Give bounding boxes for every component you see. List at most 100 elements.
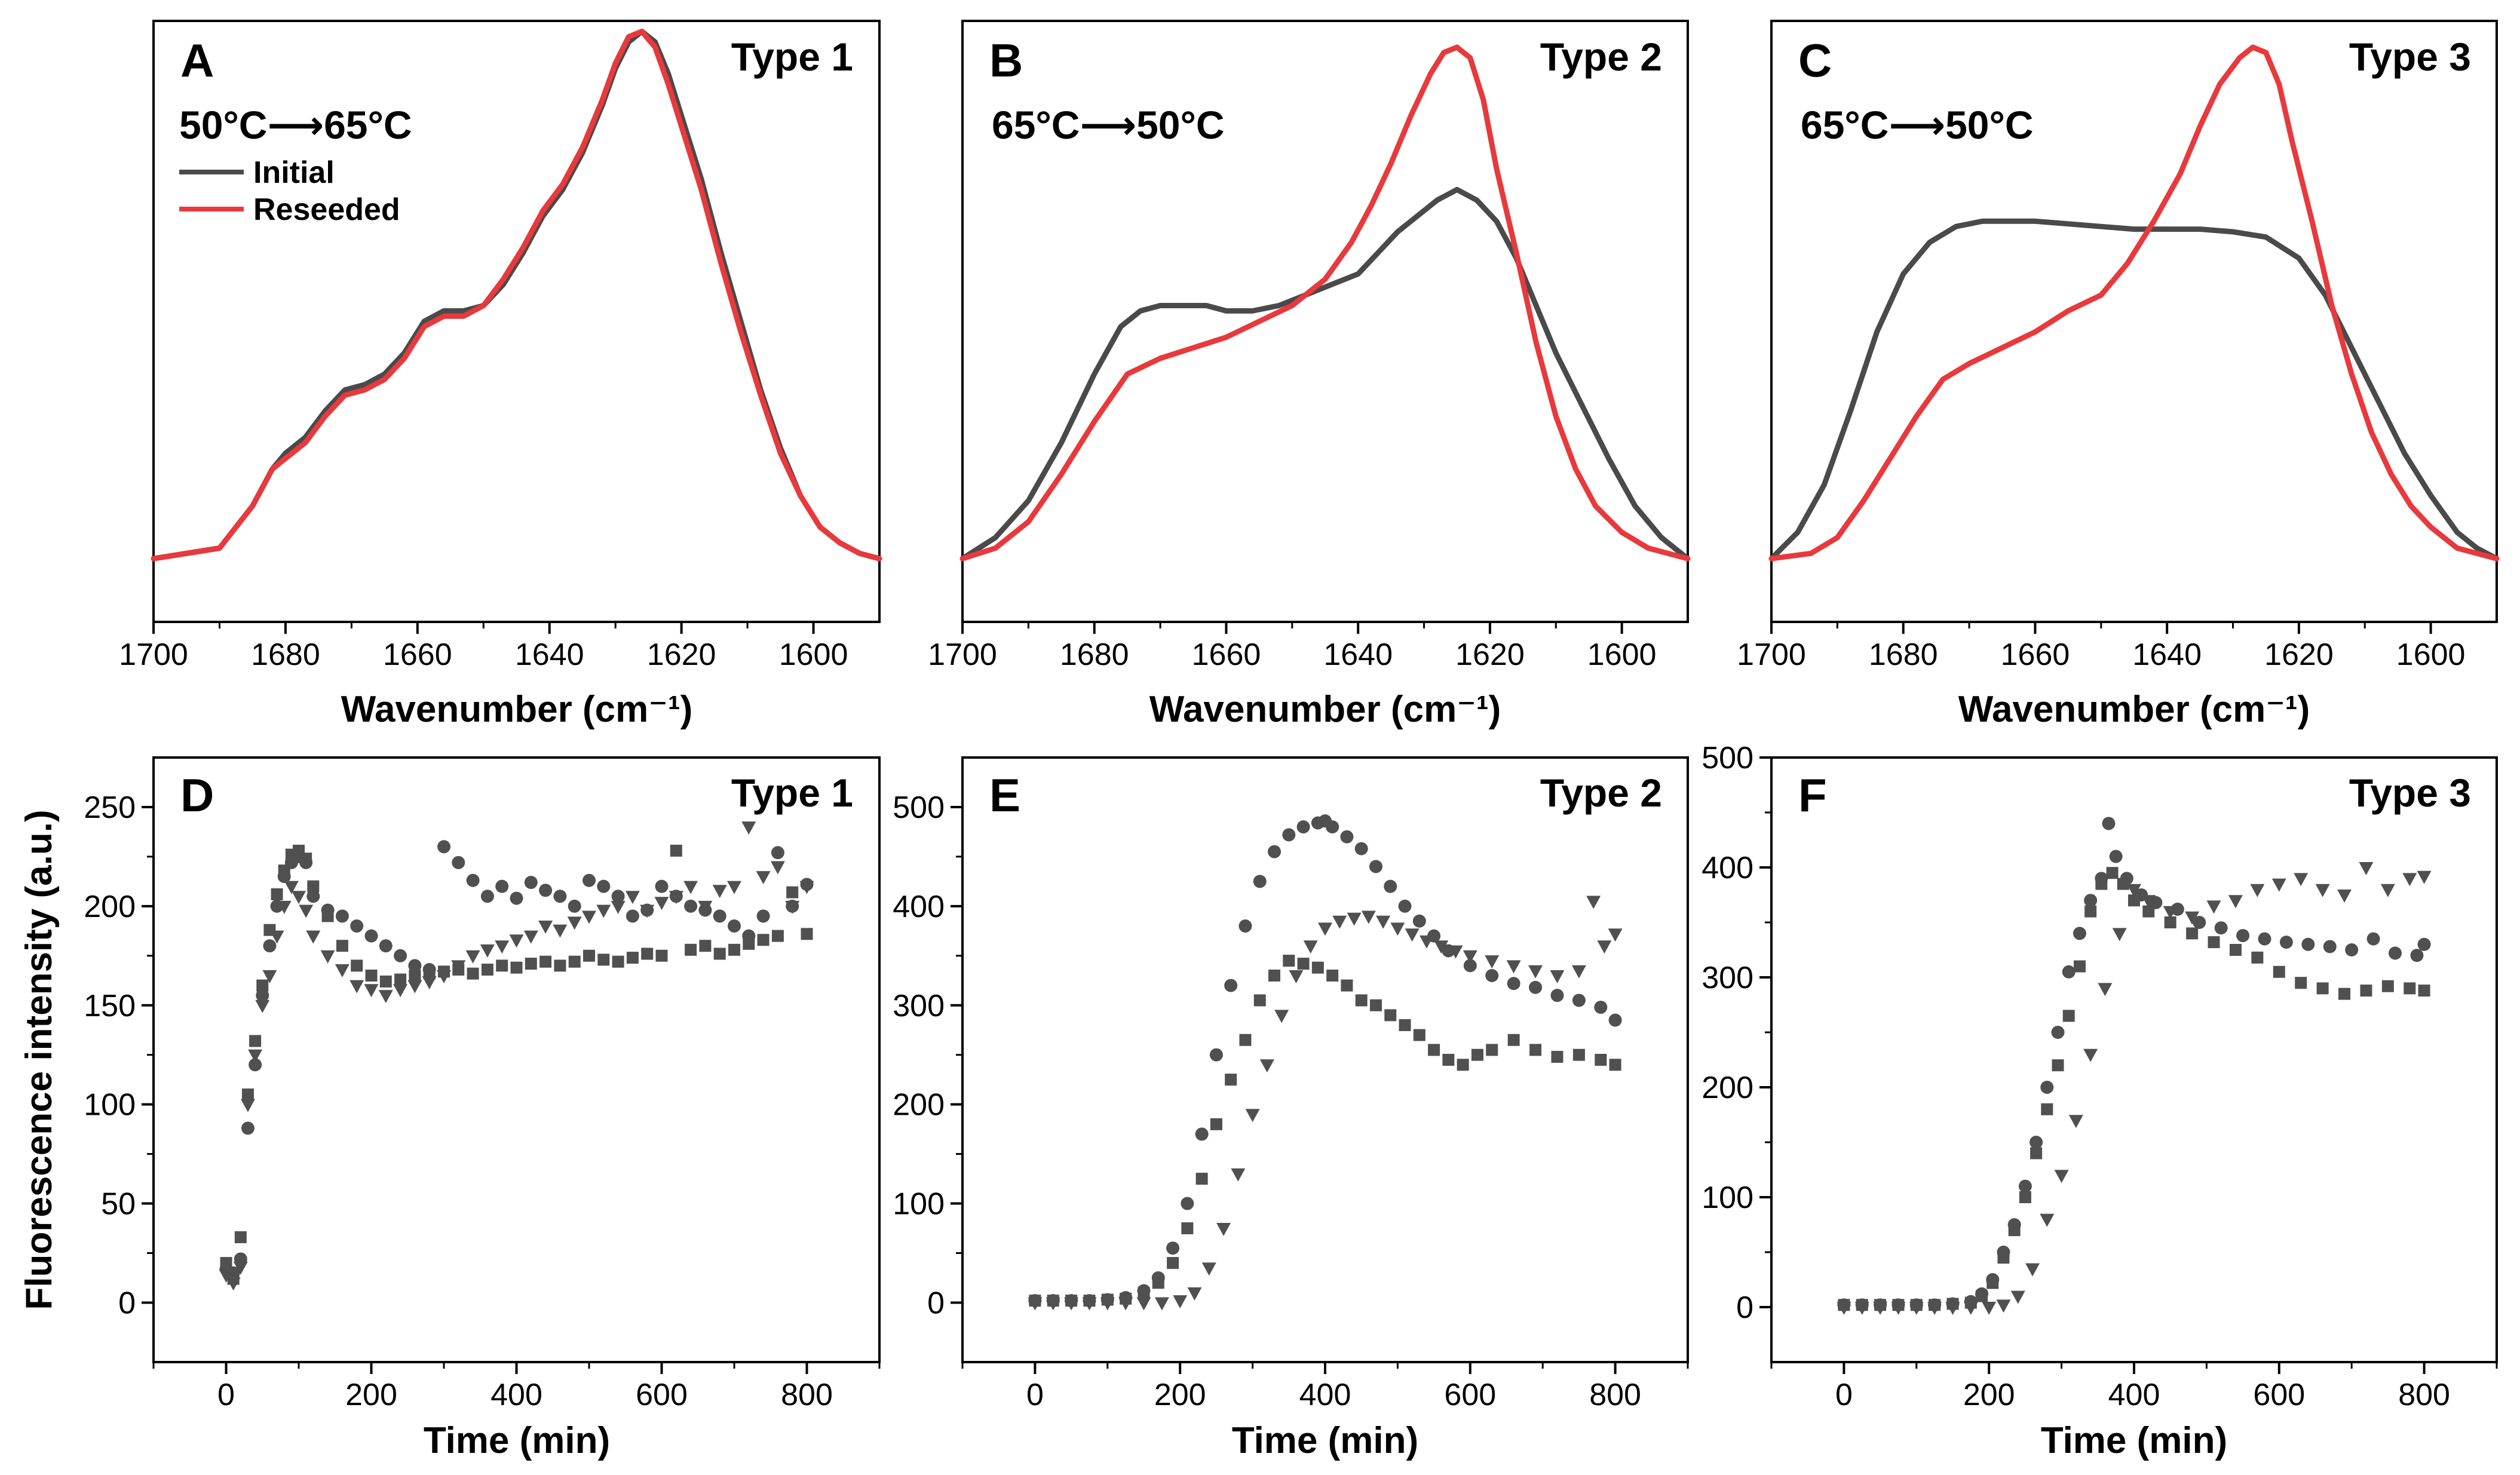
legend-reseeded-label: Reseeded [253,192,400,227]
data-point-circle [249,1058,262,1072]
x-tick-label: 1640 [515,637,584,672]
panel-f-plot: 0 200 400 600 800 0 100 200 300 400 500 [1702,741,2498,1412]
y-tick-label: 400 [893,890,945,924]
data-point-triangle [1173,1295,1188,1309]
data-point-square [539,955,552,968]
data-point-square [1986,1277,1999,1289]
x-tick-label: 1660 [383,637,452,672]
data-point-square [271,888,283,900]
series-line-initial [1768,218,2500,562]
panel-a: 1700 1680 1660 1640 1620 1600 A Type 1 50°C⟶6… [119,20,882,730]
data-point-circle [2258,932,2271,946]
x-tick-label: 1600 [779,637,848,672]
panel-b-frame [961,20,1689,623]
x-tick-label: 1680 [1869,637,1938,672]
data-point-square [1152,1277,1164,1289]
data-point-circle [1181,1197,1194,1210]
y-tick-label: 0 [118,1286,136,1320]
panel-d-title: Type 1 [731,771,853,815]
data-point-triangle [2417,870,2432,884]
data-point-triangle [364,984,379,998]
data-point-triangle [1082,1297,1097,1311]
data-point-circle [2389,946,2402,960]
data-point-triangle [1259,1059,1274,1073]
data-point-circle [408,959,422,973]
data-point-square [1239,1034,1252,1046]
data-point-circle [1572,993,1586,1007]
data-point-square [1399,1019,1411,1031]
panel-c-plot: 1700 1680 1660 1640 1620 1600 [1737,44,2500,672]
data-point-circle [466,873,480,887]
data-point-square [2030,1147,2043,1160]
panel-d-xlabel: Time (min) [424,1420,610,1461]
data-point-triangle [2380,884,2395,897]
data-point-triangle [770,861,785,875]
data-point-circle [655,879,669,893]
data-point-circle [2170,902,2184,916]
x-tick-label: 1660 [2001,637,2070,672]
data-point-triangle [741,821,756,835]
data-point-square [1283,955,1295,967]
panel-d: 0 200 400 600 800 0 50 100 150 200 250 D Type 1 Ti… [84,756,881,1461]
x-tick-label: 1700 [928,637,997,672]
x-tick-label: 400 [2108,1378,2160,1412]
x-tick-label: 1620 [1455,637,1525,672]
data-point-circle [756,909,770,923]
data-point-circle [256,989,269,1002]
data-point-triangle [1318,922,1332,936]
x-tick-label: 1600 [1587,637,1657,672]
data-point-square [743,937,755,950]
data-point-square [713,947,726,960]
data-point-triangle [1448,945,1463,959]
data-point-square [1311,961,1324,974]
data-point-square [1355,994,1368,1007]
data-point-triangle [2098,983,2113,996]
x-tick-label: 0 [217,1378,235,1412]
data-point-square [256,979,269,992]
data-point-square [1428,1044,1440,1056]
data-point-square [2106,867,2119,879]
data-point-triangle [422,976,437,989]
data-point-circle [2214,921,2228,935]
data-point-square [1529,1044,1542,1056]
data-point-triangle [1303,940,1318,954]
data-point-square [1486,1044,1498,1056]
data-point-square [1181,1222,1194,1235]
data-point-square [1507,1034,1520,1046]
data-point-square [1572,1048,1585,1061]
data-point-triangle [611,900,626,914]
data-point-square [1413,1029,1425,1041]
data-point-triangle [1506,960,1521,974]
data-point-triangle [1996,1299,2011,1313]
data-point-square [2273,965,2285,978]
data-point-triangle [2010,1290,2025,1304]
y-tick-label: 300 [1702,961,1753,995]
data-point-triangle [2025,1263,2040,1277]
data-point-circle [2323,940,2337,953]
data-point-circle [771,846,784,860]
panel-c-xlabel: Wavenumber (cm⁻¹) [1958,689,2310,730]
data-point-circle [1369,860,1382,873]
data-point-circle [1268,845,1282,858]
x-tick-label: 800 [2398,1378,2450,1412]
data-point-circle [2236,929,2250,943]
panel-e-letter: E [989,769,1020,821]
data-point-triangle [1405,928,1420,942]
series-square [1838,867,2430,1311]
y-tick-label: 150 [84,989,136,1023]
data-point-square [234,1231,247,1243]
data-point-square [1341,979,1353,992]
data-point-circle [1354,842,1368,855]
data-point-triangle [1891,1302,1906,1315]
data-point-triangle [785,900,800,914]
data-point-square [1167,1257,1179,1269]
data-point-triangle [2040,1213,2055,1227]
data-point-circle [437,840,450,854]
data-point-circle [452,855,465,869]
data-point-circle [241,1121,255,1135]
data-point-triangle [233,1261,248,1275]
data-point-triangle [2163,906,2178,919]
data-point-triangle [1390,922,1405,936]
x-tick-label: 800 [1589,1378,1641,1412]
data-point-triangle [1361,910,1376,924]
